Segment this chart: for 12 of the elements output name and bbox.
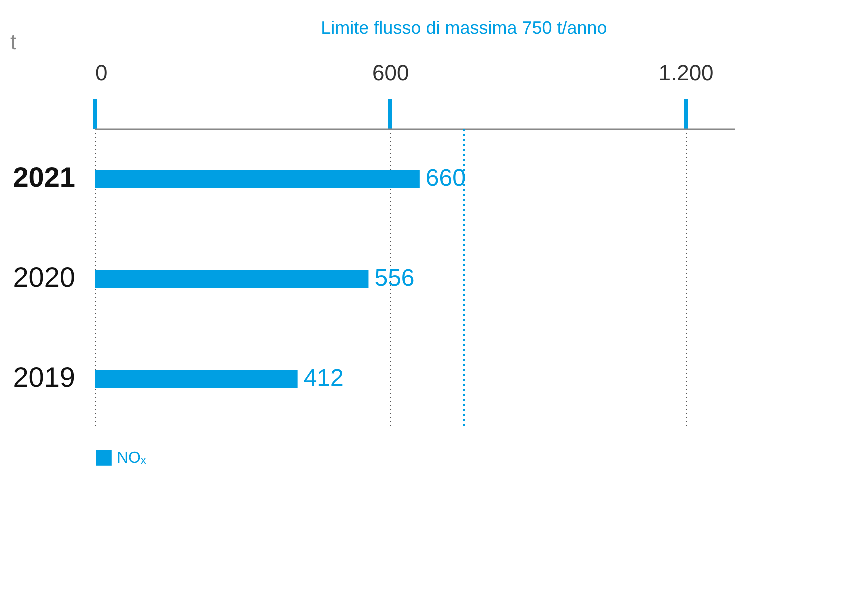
y-tick-label: 2021: [13, 162, 76, 193]
x-tick-label: 0: [96, 60, 108, 86]
data-label: 556: [374, 265, 415, 292]
legend-label: NOₓ: [117, 450, 147, 467]
y-axis-title: t: [10, 30, 17, 54]
data-label: 412: [304, 365, 344, 392]
x-tick-label: 600: [372, 60, 410, 86]
x-tick-label: 1.200: [658, 60, 714, 86]
y-tick-label: 2020: [13, 262, 76, 293]
ref-line-label: Limite flusso di massima 750 t/anno: [321, 18, 608, 38]
y-tick-label: 2019: [13, 362, 76, 393]
data-label: 660: [426, 165, 466, 192]
